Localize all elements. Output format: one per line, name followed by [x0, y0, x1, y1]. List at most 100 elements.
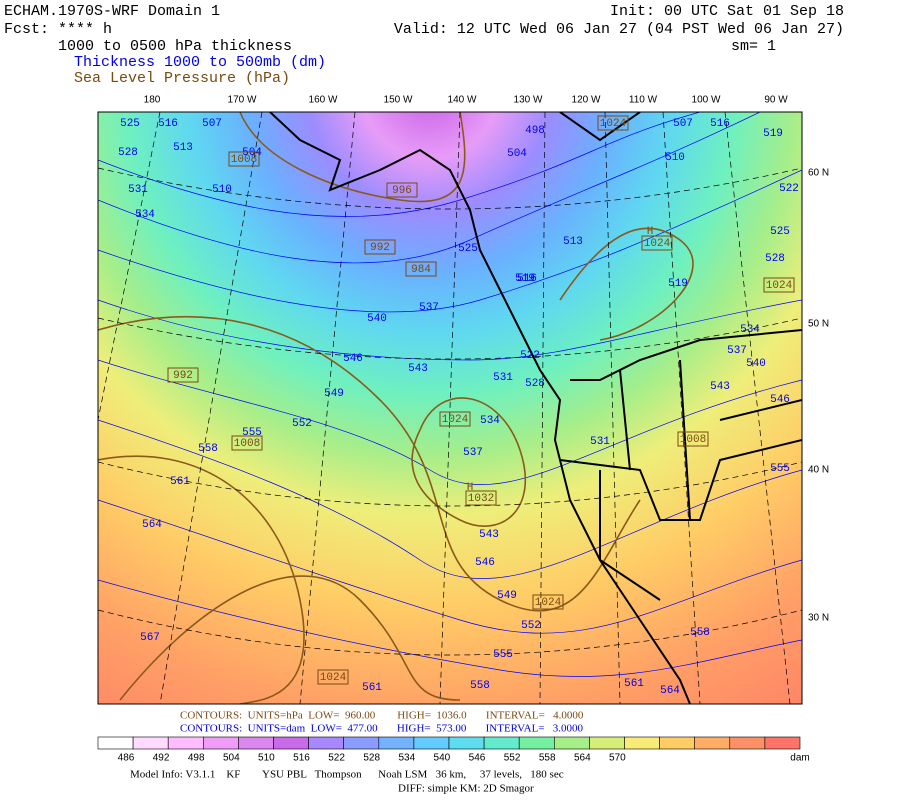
thickness-label: 540 — [746, 358, 766, 370]
thickness-label: 528 — [765, 253, 785, 265]
thickness-label: 555 — [770, 463, 790, 475]
colorbar-cell — [483, 736, 520, 750]
thickness-label: 552 — [292, 418, 312, 430]
thickness-label: 540 — [367, 313, 387, 325]
pressure-label: 992 — [370, 242, 390, 254]
longitude-label: 150 W — [384, 95, 413, 106]
pressure-label: 1008 — [234, 438, 260, 450]
high-marker: H — [467, 482, 474, 494]
thickness-label: 522 — [779, 183, 799, 195]
colorbar-cell — [132, 736, 169, 750]
pressure-label: 1008 — [680, 434, 706, 446]
thickness-label: 528 — [525, 378, 545, 390]
thickness-label: 564 — [660, 685, 680, 697]
pressure-label: 1024 — [535, 597, 562, 609]
model-info: Model Info: V3.1.1 KF YSU PBL Thompson N… — [130, 769, 564, 781]
thickness-label: 513 — [563, 236, 583, 248]
latitude-label: 60 N — [808, 168, 829, 179]
colorbar-cell — [167, 736, 204, 750]
latitude-label: 30 N — [808, 613, 829, 624]
colorbar-label: 546 — [469, 753, 486, 764]
pressure-label: 992 — [173, 370, 193, 382]
pressure-box — [228, 151, 260, 167]
pressure-label: 996 — [392, 185, 412, 197]
thickness-label: 537 — [463, 447, 483, 459]
pressure-label: 1024 — [320, 672, 347, 684]
thickness-label: 528 — [118, 147, 138, 159]
colorbar-cell — [238, 736, 274, 750]
thickness-label: 549 — [324, 388, 344, 400]
colorbar-cell — [624, 736, 660, 750]
thickness-label: 543 — [710, 381, 730, 393]
longitude-label: 90 W — [764, 95, 788, 106]
colorbar-label: 528 — [363, 753, 380, 764]
thickness-label: 537 — [727, 345, 747, 357]
thickness-label: 561 — [170, 476, 190, 488]
thickness-label: 534 — [740, 324, 760, 336]
longitude-label: 180 — [144, 95, 161, 106]
thickness-label: 507 — [202, 118, 222, 130]
header: ECHAM.1970S-WRF Domain 1 Fcst: **** h 10… — [4, 3, 844, 87]
graticule — [98, 112, 802, 704]
thickness-label: 567 — [140, 632, 160, 644]
thickness-label: 516 — [517, 273, 537, 285]
thickness-label: 564 — [142, 519, 162, 531]
thickness-label: 558 — [690, 627, 710, 639]
thickness-field — [98, 112, 802, 704]
colorbar-label: 570 — [609, 753, 626, 764]
thickness-label: 516 — [158, 118, 178, 130]
pressure-box — [231, 435, 263, 451]
colorbar-cell — [518, 736, 555, 750]
thickness-label: 543 — [408, 363, 428, 375]
pressure-box — [597, 115, 629, 131]
pressure-label: 1024 — [644, 238, 671, 250]
thickness-label: 561 — [624, 678, 644, 690]
colorbar-cell — [343, 736, 380, 750]
thickness-label: 543 — [479, 529, 499, 541]
pressure-box — [317, 669, 349, 685]
pressure-label: 1024 — [766, 280, 793, 292]
pressure-box — [364, 239, 396, 255]
thickness-label: 534 — [480, 415, 500, 427]
pressure-box — [405, 261, 437, 277]
field-pressure: Sea Level Pressure (hPa) — [74, 70, 290, 87]
colorbar-label: 552 — [504, 753, 521, 764]
thickness-label: 516 — [710, 118, 730, 130]
forecast-hour: Fcst: **** h — [4, 21, 112, 38]
pressure-box — [641, 235, 673, 251]
thickness-label: 513 — [173, 142, 193, 154]
colorbar-cell — [203, 736, 239, 750]
colorbar-label: 564 — [574, 753, 591, 764]
longitude-label: 130 W — [514, 95, 543, 106]
colorbar-cell — [378, 736, 415, 750]
thickness-label: 531 — [590, 436, 610, 448]
thickness-label: 507 — [673, 118, 693, 130]
colorbar-unit: dam — [790, 753, 809, 764]
colorbar-label: 516 — [293, 753, 310, 764]
valid-time: Valid: 12 UTC Wed 06 Jan 27 (04 PST Wed … — [394, 21, 844, 38]
colorbar-label: 504 — [223, 753, 240, 764]
thickness-contours — [98, 112, 802, 677]
thickness-label: 531 — [493, 372, 513, 384]
thickness-label: 558 — [470, 680, 490, 692]
colorbar-cell — [694, 736, 731, 750]
footer: CONTOURS: UNITS=hPa LOW= 960.00 HIGH= 10… — [97, 710, 810, 795]
colorbar-cell — [659, 736, 695, 750]
colorbar-label: 492 — [153, 753, 170, 764]
colorbar-cell — [729, 736, 766, 750]
thickness-label: 558 — [198, 443, 218, 455]
colorbar-label: 522 — [328, 753, 345, 764]
thickness-label: 555 — [493, 649, 513, 661]
model-title: ECHAM.1970S-WRF Domain 1 — [4, 3, 220, 20]
colorbar-cell — [553, 736, 590, 750]
colorbar-cell — [97, 736, 134, 750]
thickness-label: 519 — [763, 128, 783, 140]
pressure-label: 1024 — [600, 118, 627, 130]
pressure-box — [167, 367, 199, 383]
thickness-label: 546 — [343, 353, 363, 365]
longitude-label: 170 W — [228, 95, 257, 106]
pressure-box — [439, 411, 471, 427]
latitude-label: 50 N — [808, 319, 829, 330]
thickness-label: 498 — [525, 125, 545, 137]
